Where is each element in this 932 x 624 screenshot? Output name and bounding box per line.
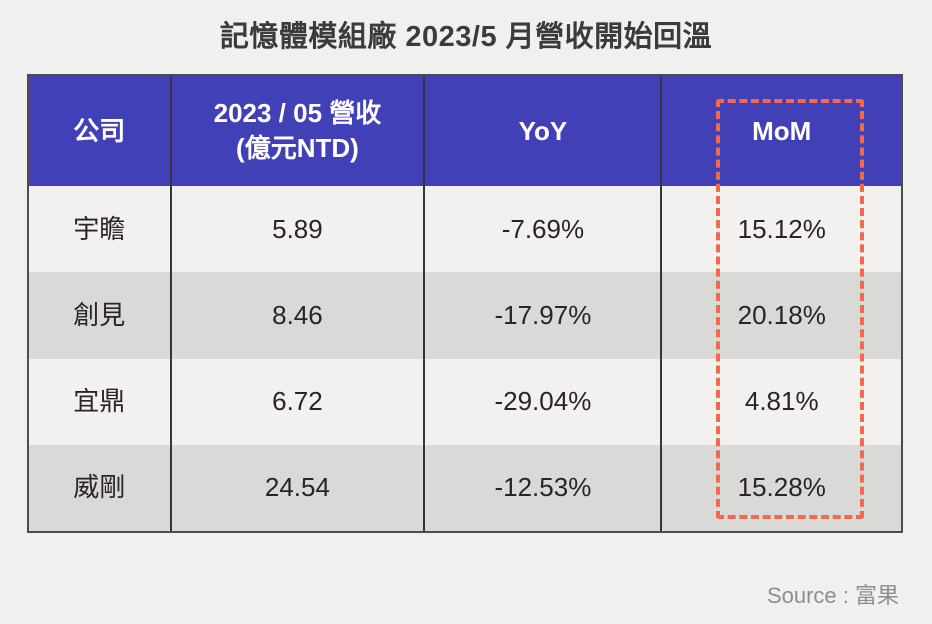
table-row-4-yoy: -12.53% [425, 444, 663, 531]
header-yoy: YoY [425, 76, 663, 187]
table-row-1-revenue: 5.89 [171, 186, 426, 273]
table-row-3-yoy: -29.04% [425, 358, 663, 445]
source-attribution: Source : 富果 [766, 583, 899, 608]
header-revenue-line2: (億元NTD) [236, 133, 359, 164]
header-mom: MoM [662, 76, 901, 187]
header-revenue: 2023 / 05 營收 (億元NTD) [171, 76, 426, 187]
table-row-4-revenue: 24.54 [171, 444, 426, 531]
header-mom-label: MoM [752, 115, 812, 146]
table-row-4-mom: 15.28% [662, 444, 901, 531]
revenue-table: 公司 2023 / 05 營收 (億元NTD) YoY MoM 宇瞻 5.89 … [27, 74, 903, 533]
table-row-1-company: 宇瞻 [29, 186, 172, 273]
table-row-1-yoy: -7.69% [425, 186, 663, 273]
table-row-2-yoy: -17.97% [425, 272, 663, 359]
table-row-4-company: 威剛 [29, 444, 172, 531]
page-title: 記憶體模組廠 2023/5 月營收開始回溫 [219, 21, 713, 53]
table-row-1-mom: 15.12% [662, 186, 901, 273]
table-row-3-mom: 4.81% [662, 358, 901, 445]
table-row-2-company: 創見 [29, 272, 172, 359]
table-row-3-revenue: 6.72 [171, 358, 426, 445]
table-row-3-company: 宜鼎 [29, 358, 172, 445]
header-company: 公司 [29, 76, 172, 187]
header-company-label: 公司 [73, 115, 126, 146]
revenue-table-grid: 公司 2023 / 05 營收 (億元NTD) YoY MoM 宇瞻 5.89 … [29, 76, 901, 531]
header-yoy-label: YoY [518, 115, 568, 146]
table-row-2-mom: 20.18% [662, 272, 901, 359]
header-revenue-line1: 2023 / 05 營收 [213, 97, 382, 128]
table-row-2-revenue: 8.46 [171, 272, 426, 359]
